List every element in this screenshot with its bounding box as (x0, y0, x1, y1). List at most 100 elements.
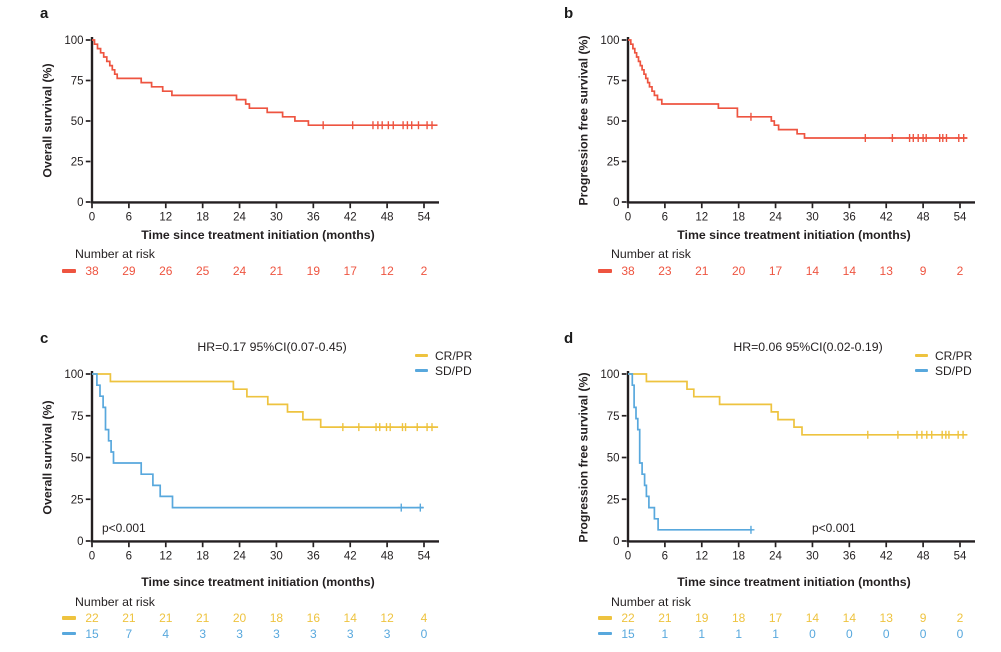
risk-count: 18 (731, 611, 746, 625)
y-tick-label: 100 (600, 369, 619, 381)
risk-count: 21 (159, 611, 173, 625)
risk-count: 17 (768, 611, 783, 625)
y-tick-label: 75 (71, 76, 84, 88)
x-axis-label: Time since treatment initiation (months) (677, 575, 911, 589)
risk-count: 1 (698, 626, 706, 641)
risk-count: 0 (809, 626, 816, 641)
risk-count: 17 (768, 264, 783, 278)
risk-count: 0 (956, 626, 964, 641)
legend-label: CR/PR (435, 348, 473, 363)
y-tick-label: 100 (64, 35, 83, 47)
x-tick-label: 0 (625, 212, 631, 224)
panel-letter: d (564, 330, 574, 347)
x-tick-label: 54 (954, 212, 967, 224)
legend: CR/PR SD/PD (915, 348, 972, 378)
risk-count: 14 (805, 264, 820, 278)
x-tick-label: 48 (381, 212, 394, 224)
legend-dash-icon (415, 369, 428, 372)
x-tick-label: 24 (769, 212, 782, 224)
survival-curve (92, 39, 438, 127)
risk-count: 14 (343, 611, 357, 625)
risk-dash-icon (598, 616, 612, 620)
risk-count: 14 (805, 611, 820, 625)
risk-count: 4 (162, 626, 170, 641)
survival-curve (92, 373, 439, 428)
risk-count: 0 (420, 626, 428, 641)
panel-d: d Progression free survival (%) 0 6 12 18 24… (530, 325, 1001, 652)
panel-c: c Overall survival (%) 0 6 12 18 24 30 36 42 48 5… (30, 325, 500, 652)
x-tick-label: 30 (806, 212, 819, 224)
p-value: p<0.001 (102, 521, 146, 535)
x-tick-label: 12 (695, 212, 708, 224)
risk-count: 24 (232, 264, 247, 278)
risk-count: 20 (731, 264, 746, 278)
risk-count: 14 (842, 611, 857, 625)
x-tick-label: 54 (954, 551, 967, 563)
x-axis-label: Time since treatment initiation (months) (677, 228, 911, 242)
risk-table-title: Number at risk (75, 595, 155, 609)
x-tick-label: 24 (769, 551, 782, 563)
legend-item: CR/PR (915, 348, 972, 363)
x-tick-label: 42 (880, 212, 893, 224)
km-plot: 0 6 12 18 24 30 36 42 48 54 0 25 50 75 100 (64, 35, 439, 224)
y-tick-label: 75 (71, 411, 84, 423)
legend-label: SD/PD (935, 363, 972, 378)
x-tick-label: 54 (418, 551, 431, 563)
km-plot: 0 6 12 18 24 30 36 42 48 54 0 25 50 75 100 (64, 369, 439, 563)
legend-dash-icon (415, 354, 428, 357)
x-tick-label: 42 (344, 212, 357, 224)
risk-count: 3 (346, 626, 354, 641)
risk-count: 3 (273, 626, 280, 641)
p-value: p<0.001 (812, 521, 856, 535)
x-tick-label: 0 (625, 551, 631, 563)
panel-b: b Progression free survival (%) 0 6 12 18 24… (530, 0, 1001, 325)
x-tick-label: 18 (196, 551, 209, 563)
legend-dash-icon (915, 354, 928, 357)
risk-count: 25 (195, 264, 210, 278)
risk-count: 2 (420, 264, 428, 278)
risk-count: 12 (380, 264, 394, 278)
risk-count: 1 (735, 626, 742, 641)
risk-table-title: Number at risk (75, 247, 155, 261)
risk-dash-icon (62, 616, 76, 620)
risk-count: 9 (919, 611, 927, 625)
y-tick-label: 50 (607, 453, 620, 465)
risk-count: 19 (306, 264, 321, 278)
risk-count: 23 (658, 264, 672, 278)
risk-count: 1 (661, 626, 669, 641)
legend-label: CR/PR (935, 348, 973, 363)
x-tick-label: 6 (126, 212, 132, 224)
x-tick-label: 48 (381, 551, 394, 563)
hr-annotation: HR=0.17 95%CI(0.07-0.45) (197, 340, 347, 354)
x-axis-label: Time since treatment initiation (months) (141, 575, 375, 589)
risk-count: 13 (879, 264, 893, 278)
risk-count: 14 (842, 264, 857, 278)
risk-count: 20 (232, 611, 247, 625)
y-tick-label: 0 (613, 536, 619, 548)
x-tick-label: 0 (89, 212, 95, 224)
x-tick-label: 30 (270, 212, 283, 224)
legend: CR/PR SD/PD (415, 348, 472, 378)
risk-table-title: Number at risk (611, 595, 691, 609)
legend-item: SD/PD (415, 363, 472, 378)
risk-count: 16 (306, 611, 321, 625)
y-tick-label: 0 (77, 197, 83, 209)
risk-count: 15 (85, 626, 99, 641)
y-tick-label: 100 (64, 369, 83, 381)
y-tick-label: 50 (71, 116, 84, 128)
risk-count: 15 (621, 626, 635, 641)
risk-dash-icon (62, 269, 76, 273)
risk-count: 21 (195, 611, 210, 625)
risk-count: 29 (122, 264, 136, 278)
x-tick-label: 18 (732, 551, 745, 563)
risk-count: 22 (621, 611, 635, 625)
risk-dash-icon (598, 631, 612, 635)
risk-count: 2 (956, 611, 964, 625)
risk-count: 3 (199, 626, 206, 641)
risk-count: 21 (122, 611, 136, 625)
risk-count: 19 (695, 611, 709, 625)
risk-count: 13 (879, 611, 893, 625)
x-tick-label: 42 (344, 551, 357, 563)
risk-count: 9 (919, 264, 927, 278)
x-tick-label: 36 (307, 551, 320, 563)
